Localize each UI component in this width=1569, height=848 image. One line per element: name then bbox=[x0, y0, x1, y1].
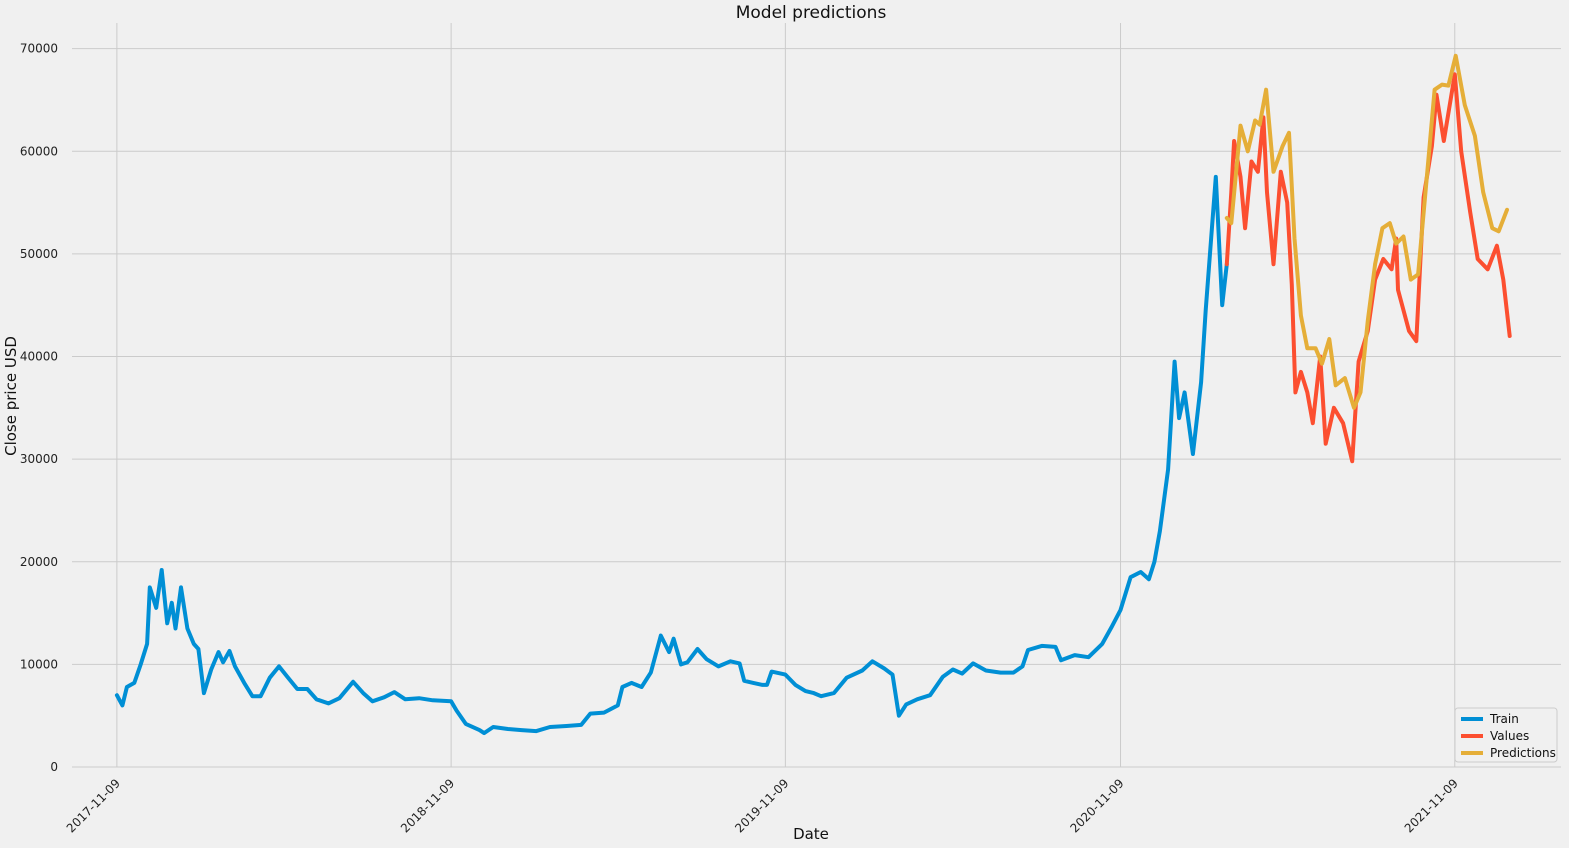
legend-label-train: Train bbox=[1489, 712, 1519, 726]
plot-series bbox=[114, 53, 1512, 736]
y-tick-label: 60000 bbox=[20, 144, 58, 158]
legend-label-values: Values bbox=[1490, 729, 1529, 743]
y-tick-label: 0 bbox=[50, 760, 58, 774]
x-tick-label: 2019-11-09 bbox=[732, 776, 791, 835]
x-axis-label: Date bbox=[793, 825, 829, 843]
x-tick-label: 2020-11-09 bbox=[1067, 776, 1126, 835]
chart-title: Model predictions bbox=[736, 3, 887, 23]
y-tick-label: 70000 bbox=[20, 42, 58, 56]
x-tick-label: 2017-11-09 bbox=[64, 776, 123, 835]
series-line-predictions bbox=[1224, 53, 1509, 410]
legend-label-predictions: Predictions bbox=[1490, 746, 1556, 760]
legend: Train Values Predictions bbox=[1454, 707, 1558, 763]
x-tick-label: 2021-11-09 bbox=[1402, 776, 1461, 835]
series-line-values bbox=[1224, 72, 1512, 464]
series-line-train bbox=[114, 174, 1229, 736]
x-tick-label: 2018-11-09 bbox=[398, 776, 457, 835]
grid bbox=[72, 23, 1561, 768]
y-axis-ticks: 0 10000 20000 30000 40000 50000 60000 70000 bbox=[20, 42, 58, 774]
legend-box bbox=[1454, 707, 1558, 763]
x-axis-ticks: 2017-11-09 2018-11-09 2019-11-09 2020-11-09… bbox=[64, 776, 1461, 835]
y-tick-label: 20000 bbox=[20, 555, 58, 569]
y-tick-label: 30000 bbox=[20, 452, 58, 466]
y-tick-label: 50000 bbox=[20, 247, 58, 261]
y-axis-label: Close price USD bbox=[2, 336, 20, 456]
y-tick-label: 40000 bbox=[20, 350, 58, 364]
y-tick-label: 10000 bbox=[20, 657, 58, 671]
